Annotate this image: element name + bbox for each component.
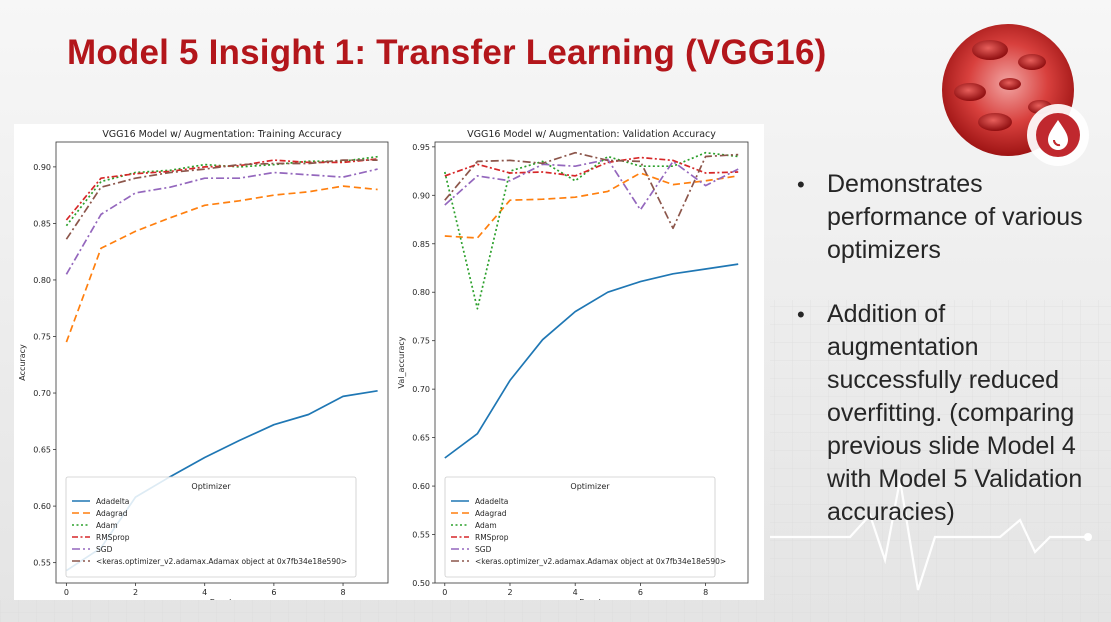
y-axis-label: Val_accuracy [397, 336, 406, 388]
charts-panel: VGG16 Model w/ Augmentation: Training Ac… [14, 124, 764, 600]
y-tick-label: 0.70 [412, 385, 430, 394]
chart-title: VGG16 Model w/ Augmentation: Training Ac… [102, 129, 342, 140]
x-tick-label: 4 [202, 588, 207, 597]
legend-entry: Adagrad [96, 509, 128, 518]
y-tick-label: 0.85 [412, 240, 430, 249]
x-tick-label: 0 [442, 588, 447, 597]
y-tick-label: 0.65 [33, 446, 51, 455]
series-line-adam [66, 157, 377, 226]
x-tick-label: 8 [703, 588, 708, 597]
bullet-list: Demonstrates performance of various opti… [795, 168, 1095, 560]
slide-title: Model 5 Insight 1: Transfer Learning (VG… [67, 33, 827, 73]
y-tick-label: 0.85 [33, 219, 51, 228]
bullet-optimizers: Demonstrates performance of various opti… [795, 168, 1095, 267]
legend-entry: SGD [475, 545, 492, 554]
series-line--keras-optimizer-v2-adamax-ada [445, 153, 738, 229]
y-tick-label: 0.55 [33, 559, 51, 568]
x-tick-label: 4 [573, 588, 578, 597]
charts-svg: VGG16 Model w/ Augmentation: Training Ac… [14, 124, 764, 600]
legend-entry: SGD [96, 545, 113, 554]
y-tick-label: 0.50 [412, 579, 430, 588]
x-axis-label: Epoch [210, 598, 235, 600]
x-tick-label: 6 [638, 588, 643, 597]
legend-entry: Adagrad [475, 509, 507, 518]
legend-entry: Adadelta [475, 497, 508, 506]
series-line--keras-optimizer-v2-adamax-ada [66, 160, 377, 239]
legend-entry: <keras.optimizer_v2.adamax.Adamax object… [96, 557, 347, 566]
y-tick-label: 0.55 [412, 531, 430, 540]
y-tick-label: 0.65 [412, 434, 430, 443]
legend-entry: Adadelta [96, 497, 129, 506]
y-tick-label: 0.70 [33, 389, 51, 398]
x-tick-label: 6 [271, 588, 276, 597]
y-tick-label: 0.90 [33, 163, 51, 172]
chart-training: VGG16 Model w/ Augmentation: Training Ac… [18, 129, 388, 600]
y-tick-label: 0.80 [33, 276, 51, 285]
legend-entry: Adam [96, 521, 118, 530]
y-tick-label: 0.60 [412, 482, 430, 491]
y-tick-label: 0.80 [412, 288, 430, 297]
legend-entry: Adam [475, 521, 497, 530]
series-line-sgd [445, 159, 738, 209]
series-line-rmsprop [445, 158, 738, 176]
y-tick-label: 0.95 [412, 143, 430, 152]
series-line-adagrad [66, 186, 377, 342]
x-tick-label: 2 [507, 588, 512, 597]
blood-cells-logo [940, 22, 1100, 172]
x-tick-label: 0 [64, 588, 69, 597]
y-tick-label: 0.75 [412, 337, 430, 346]
x-tick-label: 8 [340, 588, 345, 597]
x-tick-label: 2 [133, 588, 138, 597]
chart-validation: VGG16 Model w/ Augmentation: Validation … [397, 129, 748, 600]
legend-entry: <keras.optimizer_v2.adamax.Adamax object… [475, 557, 726, 566]
series-line-rmsprop [66, 159, 377, 220]
series-line-adadelta [445, 264, 738, 458]
legend-entry: RMSprop [475, 533, 509, 542]
y-tick-label: 0.60 [33, 502, 51, 511]
legend-title: Optimizer [191, 482, 231, 491]
chart-title: VGG16 Model w/ Augmentation: Validation … [467, 129, 716, 140]
y-axis-label: Accuracy [18, 344, 27, 381]
legend-entry: RMSprop [96, 533, 130, 542]
y-tick-label: 0.90 [412, 191, 430, 200]
series-line-sgd [66, 169, 377, 274]
x-axis-label: Epoch [579, 598, 604, 600]
y-tick-label: 0.75 [33, 332, 51, 341]
bullet-augmentation: Addition of augmentation successfully re… [795, 298, 1095, 529]
legend-title: Optimizer [570, 482, 610, 491]
